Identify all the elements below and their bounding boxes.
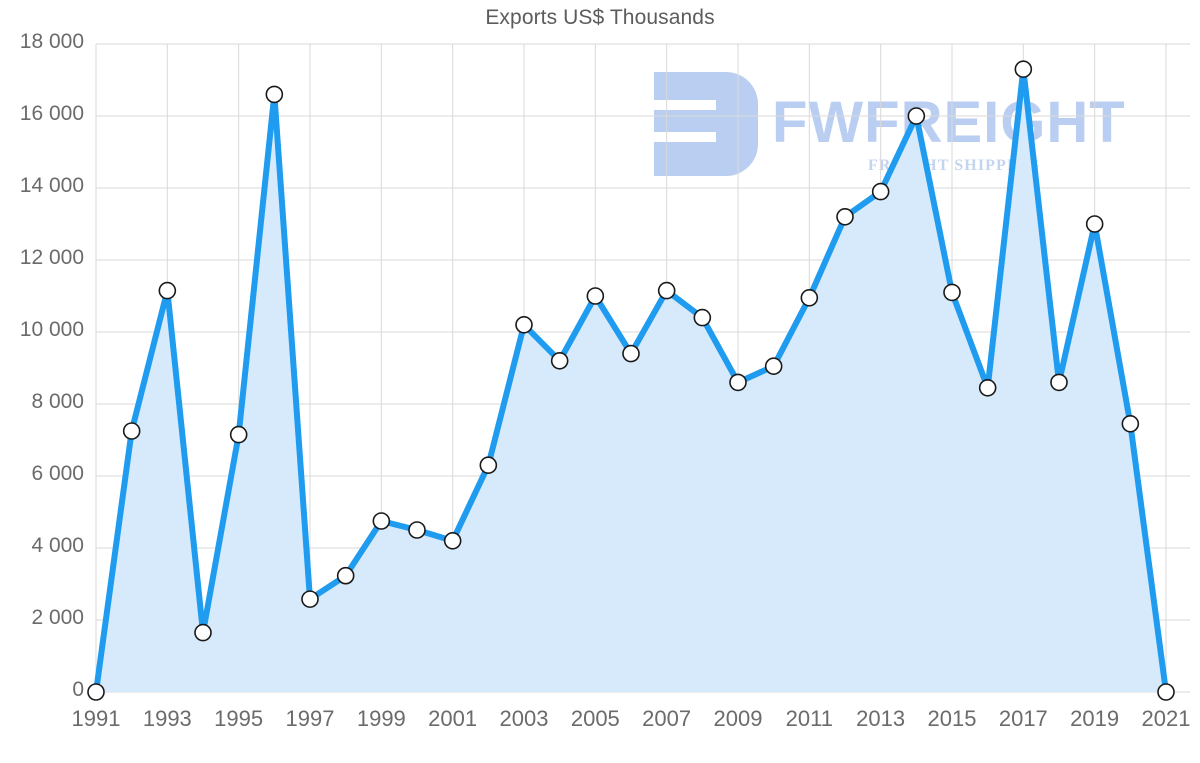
x-axis-tick-label: 2017 (998, 706, 1048, 731)
x-axis-tick-label: 2003 (499, 706, 549, 731)
data-point-marker[interactable] (372, 512, 391, 530)
x-axis-tick-label: 1991 (71, 706, 121, 731)
data-point-marker[interactable] (1121, 414, 1140, 433)
x-axis-tick-label: 2011 (785, 706, 833, 731)
area-fill (96, 69, 1166, 692)
y-axis-tick-label: 10 000 (19, 318, 84, 341)
data-point-marker[interactable] (515, 315, 533, 334)
data-point-marker[interactable] (907, 107, 926, 125)
data-point-marker[interactable] (550, 351, 569, 370)
data-point-marker[interactable] (87, 683, 105, 701)
data-point-marker[interactable] (194, 623, 212, 642)
y-axis-tick-label: 6 000 (31, 462, 84, 485)
x-axis-tick-label: 2005 (570, 706, 620, 731)
data-point-marker[interactable] (1050, 373, 1068, 392)
data-point-marker[interactable] (586, 287, 605, 305)
x-axis-tick-label: 1997 (285, 706, 335, 731)
x-axis-tick-label: 1993 (142, 706, 192, 731)
x-axis-tick-label: 2001 (428, 706, 478, 731)
data-point-marker[interactable] (1014, 60, 1033, 78)
x-axis-tick-label: 2021 (1141, 706, 1191, 731)
data-point-marker[interactable] (229, 425, 248, 444)
data-point-marker[interactable] (657, 281, 676, 300)
data-point-marker[interactable] (336, 566, 355, 585)
y-axis-tick-label: 0 (72, 678, 84, 701)
x-axis-tick-label: 2007 (642, 706, 692, 731)
x-axis-tick-label: 2013 (856, 706, 906, 731)
data-point-marker[interactable] (158, 281, 177, 300)
data-point-marker[interactable] (408, 521, 426, 539)
data-point-marker[interactable] (836, 208, 854, 226)
x-axis-tick-label: 1995 (214, 706, 264, 731)
x-axis-tick-label: 2015 (927, 706, 977, 731)
y-axis-tick-label: 18 000 (19, 30, 84, 53)
y-axis-tick-label: 4 000 (31, 534, 84, 557)
data-point-marker[interactable] (443, 531, 462, 550)
data-markers (87, 60, 1175, 701)
data-point-marker[interactable] (800, 288, 819, 307)
data-point-marker[interactable] (943, 283, 961, 302)
y-axis-tick-label: 8 000 (31, 390, 84, 413)
y-axis-tick-label: 2 000 (31, 606, 84, 629)
data-point-marker[interactable] (978, 378, 997, 397)
chart-title: Exports US$ Thousands (485, 6, 715, 29)
x-axis-tick-label: 2019 (1070, 706, 1120, 731)
data-point-marker[interactable] (301, 590, 319, 608)
data-point-marker[interactable] (479, 456, 498, 475)
data-point-marker[interactable] (871, 182, 890, 201)
y-axis-tick-label: 16 000 (19, 102, 84, 125)
data-point-marker[interactable] (693, 308, 712, 327)
data-point-marker[interactable] (622, 344, 640, 363)
data-point-marker[interactable] (1085, 215, 1104, 233)
x-axis-tick-label: 2009 (713, 706, 763, 731)
y-axis-tick-label: 14 000 (19, 174, 84, 197)
y-axis-tick-label: 12 000 (19, 246, 84, 269)
data-point-marker[interactable] (729, 373, 747, 392)
x-axis-tick-label: 1999 (356, 706, 406, 731)
data-point-marker[interactable] (1157, 683, 1175, 701)
data-point-marker[interactable] (764, 357, 783, 376)
data-point-marker[interactable] (265, 85, 284, 104)
data-point-marker[interactable] (122, 422, 141, 440)
